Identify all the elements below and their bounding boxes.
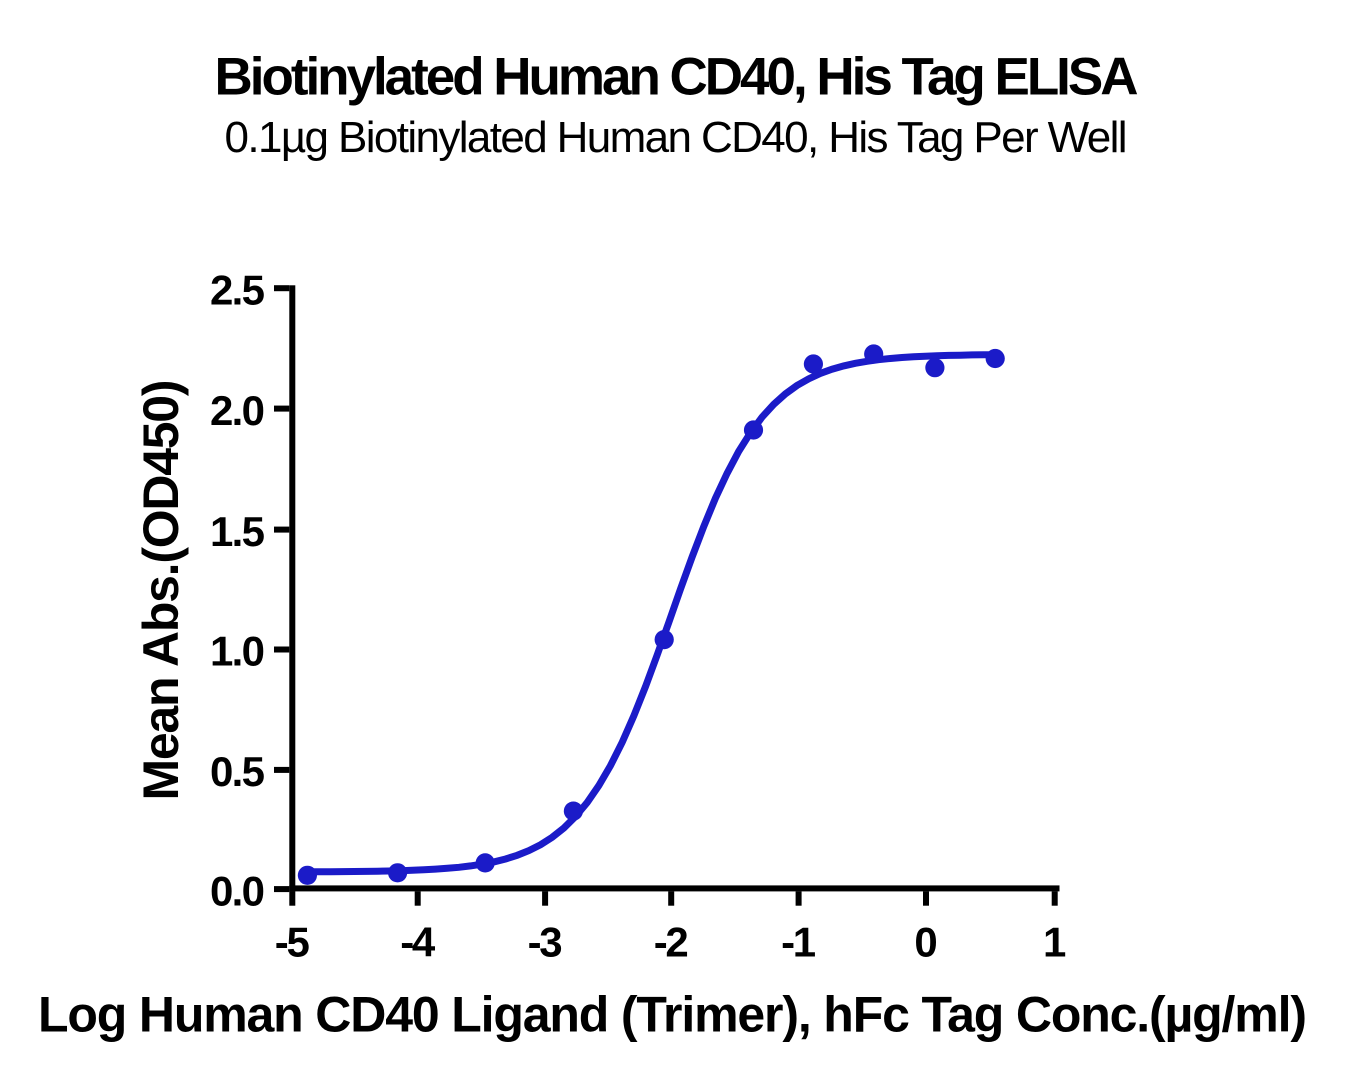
svg-text:2.0: 2.0	[210, 387, 265, 434]
svg-text:2.5: 2.5	[210, 266, 265, 313]
svg-text:Mean Abs.(OD450): Mean Abs.(OD450)	[133, 380, 189, 801]
svg-text:1.0: 1.0	[210, 628, 265, 675]
svg-text:0.0: 0.0	[210, 867, 265, 914]
svg-text:-4: -4	[400, 919, 436, 966]
svg-text:1.5: 1.5	[210, 508, 265, 555]
svg-text:0.5: 0.5	[210, 748, 265, 795]
svg-text:0.1µg Biotinylated Human CD40,: 0.1µg Biotinylated Human CD40, His Tag P…	[225, 113, 1128, 162]
svg-text:-5: -5	[275, 919, 310, 966]
svg-text:0: 0	[914, 919, 937, 966]
svg-text:-3: -3	[528, 919, 563, 966]
svg-text:-2: -2	[654, 919, 689, 966]
svg-text:Log Human CD40 Ligand (Trimer): Log Human CD40 Ligand (Trimer), hFc Tag …	[38, 986, 1307, 1042]
svg-text:-1: -1	[781, 919, 816, 966]
svg-text:Biotinylated Human CD40, His T: Biotinylated Human CD40, His Tag ELISA	[215, 47, 1139, 106]
svg-text:1: 1	[1043, 919, 1066, 966]
